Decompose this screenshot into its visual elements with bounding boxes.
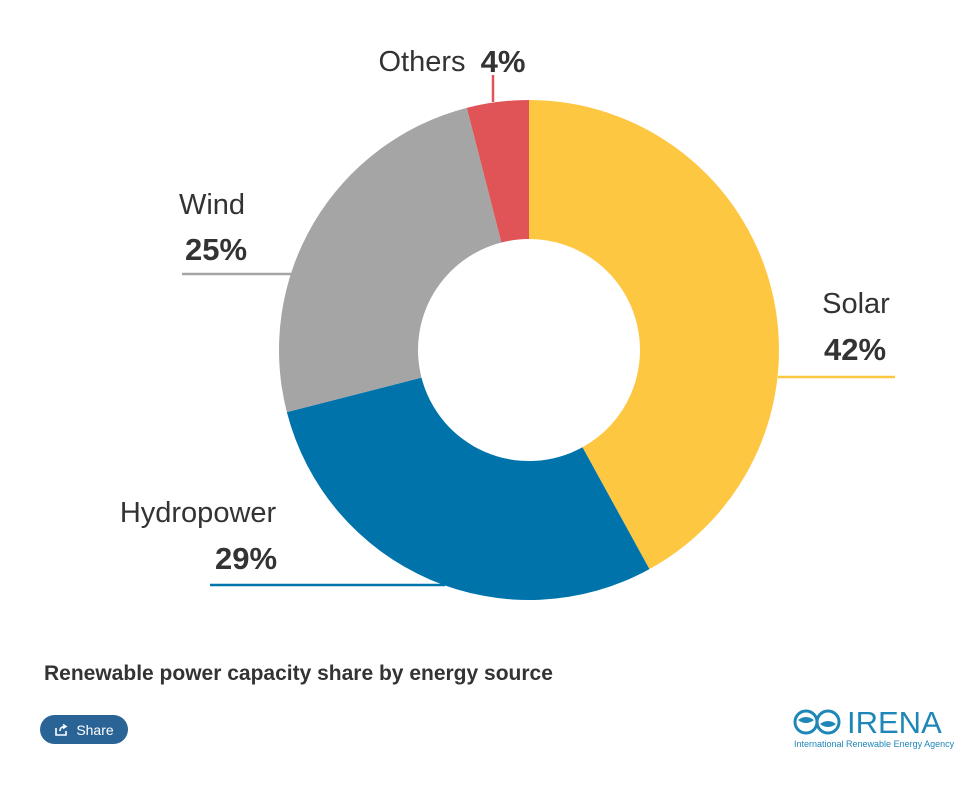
- chart-title: Renewable power capacity share by energy…: [44, 662, 553, 685]
- share-label: Share: [76, 721, 114, 738]
- slice-hydropower[interactable]: [286, 377, 650, 600]
- slice-value-label-hydropower: 29%: [215, 541, 277, 576]
- donut-chart: Solar 42% Hydropower 29% Wind 25% Others 4%: [120, 44, 895, 600]
- logo-tagline: International Renewable Energy Agency: [794, 739, 955, 749]
- logo-wordmark: IRENA: [847, 705, 942, 740]
- slice-wind[interactable]: [279, 107, 502, 413]
- slice-value-label-others: 4%: [481, 44, 526, 79]
- slice-name-label-hydropower: Hydropower: [120, 497, 277, 529]
- share-icon: [55, 723, 68, 736]
- donut-slices: [279, 100, 779, 600]
- slice-value-label-wind: 25%: [185, 232, 247, 267]
- share-button[interactable]: Share: [40, 715, 128, 744]
- slice-value-label-solar: 42%: [824, 332, 886, 367]
- slice-others[interactable]: [466, 100, 529, 243]
- leader-lines: [182, 75, 895, 587]
- slice-name-label-wind: Wind: [179, 189, 245, 221]
- slice-name-label-solar: Solar: [822, 288, 890, 320]
- irena-logo: IRENA International Renewable Energy Age…: [792, 705, 955, 752]
- irena-logo-mark-icon: [793, 709, 841, 735]
- slice-solar[interactable]: [529, 100, 779, 570]
- slice-labels: Solar 42% Hydropower 29% Wind 25% Others 4%: [120, 44, 890, 576]
- slice-name-label-others: Others: [378, 46, 465, 78]
